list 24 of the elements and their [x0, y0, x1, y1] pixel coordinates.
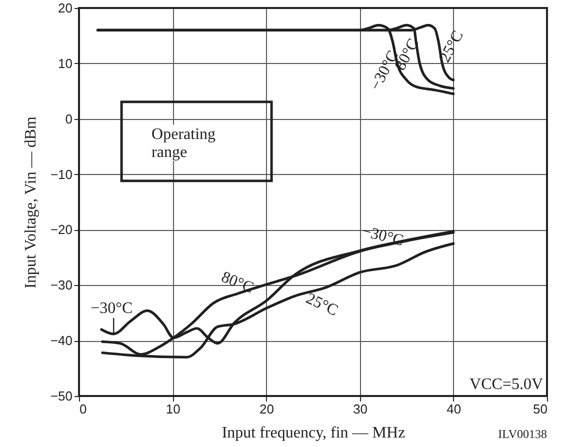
y-tick-label: 10 [58, 56, 72, 71]
annotation: Operating range [152, 126, 216, 161]
x-tick-label: 30 [353, 402, 368, 416]
annotation: −30°C [90, 300, 133, 317]
annotation: 25°C [303, 290, 340, 320]
y-axis-title: Input Voltage, Vin — dBm [22, 116, 40, 288]
annotation: 25°C [436, 28, 467, 66]
y-tick-label: −50 [50, 388, 72, 404]
x-tick-label: 10 [166, 402, 180, 416]
x-tick-label: 50 [533, 402, 548, 416]
y-tick-label: −10 [50, 166, 72, 182]
y-tick-label: −20 [50, 222, 72, 238]
y-tick-label: 20 [58, 0, 72, 16]
y-tick-label: 0 [65, 111, 72, 126]
x-axis-title: Input frequency, fin — MHz [222, 424, 406, 442]
annotation: 80°C [218, 268, 256, 297]
annotation: VCC=5.0V [470, 376, 544, 393]
y-tick-label: −40 [50, 333, 72, 348]
annotation: −30°C [360, 222, 406, 250]
x-tick-label: 40 [446, 402, 462, 416]
x-tick-label: 0 [80, 402, 87, 416]
text: ILV00138 [498, 427, 547, 441]
y-tick-label: −30 [50, 278, 72, 293]
x-tick-label: 20 [259, 402, 274, 416]
